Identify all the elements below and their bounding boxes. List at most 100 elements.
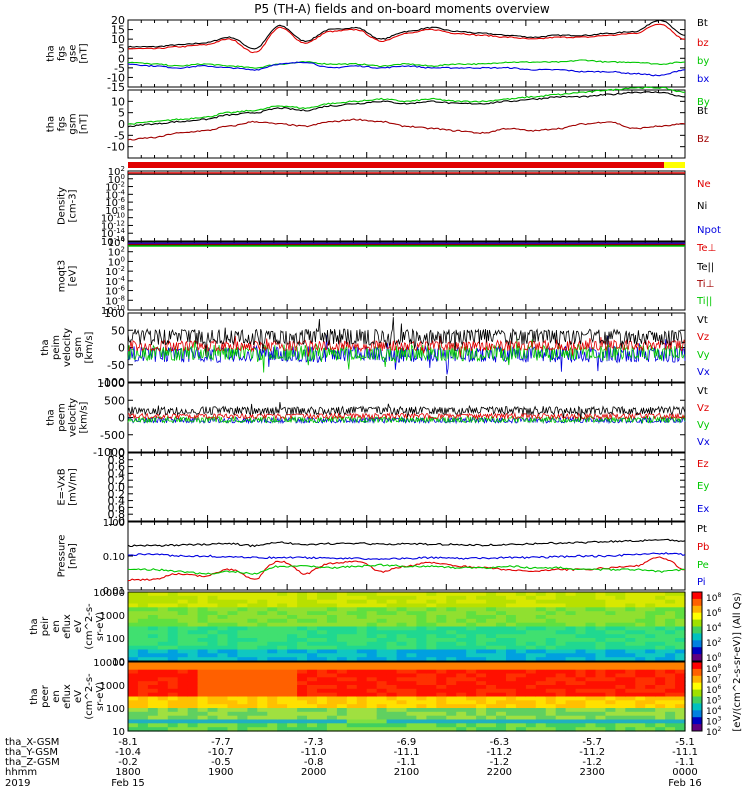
heatmap-cell [336, 615, 348, 620]
heatmap-cell [466, 638, 477, 643]
heatmap-cell [376, 708, 388, 713]
legend-bx: bx [697, 74, 709, 85]
colorbar-lower-segment [692, 675, 702, 684]
heatmap-cell [227, 615, 238, 620]
heatmap-cell [585, 603, 596, 608]
heatmap-cell [625, 685, 636, 690]
xaxis-value: -7.3 [304, 737, 324, 748]
panel-frame-fgs_gsm [127, 89, 686, 159]
heatmap-cell [436, 673, 447, 678]
heatmap-cell [565, 657, 577, 662]
heatmap-cell [675, 657, 686, 662]
heatmap-cell [545, 715, 557, 721]
heatmap-cell [326, 665, 338, 671]
heatmap-cell [675, 615, 686, 620]
heatmap-cell [486, 696, 497, 701]
heatmap-cell [147, 673, 159, 678]
heatmap-cell [655, 700, 666, 705]
heatmap-cell [525, 727, 537, 732]
heatmap-cell [605, 704, 616, 709]
y-tick-label: 50 [111, 324, 125, 337]
heatmap-cell [565, 700, 577, 705]
heatmap-cell [237, 719, 248, 724]
heatmap-cell [565, 677, 577, 682]
xaxis-value: -11.1 [394, 747, 420, 758]
heatmap-cell [426, 645, 437, 651]
heatmap-cell [227, 708, 238, 713]
heatmap-cell [277, 618, 288, 624]
heatmap-cell [287, 677, 298, 682]
heatmap-cell [446, 708, 457, 713]
heatmap-cell [297, 673, 308, 678]
heatmap-cell [386, 657, 398, 662]
heatmap-cell [525, 665, 537, 671]
heatmap-cell [157, 607, 169, 612]
heatmap-cell [277, 634, 288, 639]
heatmap-cell [625, 688, 636, 694]
xaxis-date-end: Feb 16 [668, 778, 702, 789]
heatmap-cell [277, 622, 288, 628]
heatmap-cell [267, 727, 278, 732]
heatmap-cell [535, 677, 547, 682]
heatmap-cell [555, 696, 567, 701]
heatmap-cell [506, 595, 517, 601]
heatmap-cell [595, 622, 606, 628]
heatmap-cell [177, 665, 189, 671]
heatmap-cell [645, 719, 656, 724]
heatmap-cell [376, 704, 388, 709]
y-axis-label: eflux [62, 684, 73, 709]
heatmap-cell [416, 723, 427, 728]
heatmap-cell [366, 685, 378, 690]
heatmap-cell [317, 649, 328, 654]
heatmap-cell [595, 662, 606, 667]
heatmap-cell [426, 662, 437, 667]
heatmap-cell [555, 692, 567, 698]
heatmap-cell [426, 657, 437, 662]
heatmap-cell [446, 645, 457, 651]
heatmap-cell [535, 708, 547, 713]
y-tick-label: -10 [107, 141, 125, 154]
heatmap-cell [177, 592, 189, 597]
heatmap-cell [386, 708, 398, 713]
heatmap-cell [595, 630, 606, 635]
heatmap-cell [476, 657, 487, 662]
heatmap-cell [396, 669, 408, 675]
heatmap-cell [635, 692, 646, 698]
heatmap-cell [645, 681, 656, 686]
heatmap-cell [466, 669, 477, 675]
heatmap-cell [128, 595, 139, 601]
heatmap-cell [277, 665, 288, 671]
heatmap-cell [128, 653, 139, 658]
heatmap-cell [237, 669, 248, 675]
heatmap-cell [416, 592, 427, 597]
heatmap-cell [336, 711, 348, 717]
heatmap-cell [496, 641, 507, 647]
heatmap-cell [525, 696, 537, 701]
legend-Vx: Vx [697, 437, 710, 448]
heatmap-cell [346, 685, 358, 690]
heatmap-cell [605, 607, 616, 612]
heatmap-cell [267, 700, 278, 705]
heatmap-cell [396, 723, 408, 728]
heatmap-cell [605, 626, 616, 631]
heatmap-cell [665, 592, 676, 597]
heatmap-cell [525, 692, 537, 698]
heatmap-cell [645, 592, 656, 597]
xaxis-year: 2019 [5, 778, 30, 789]
y-tick-label: 100 [108, 173, 125, 186]
heatmap-cell [177, 634, 189, 639]
heatmap-cell [535, 649, 547, 654]
heatmap-cell [625, 630, 636, 635]
heatmap-cell [406, 696, 417, 701]
heatmap-cell [177, 622, 189, 628]
heatmap-cell [535, 692, 547, 698]
heatmap-cell [436, 669, 447, 675]
heatmap-cell [277, 692, 288, 698]
heatmap-cell [575, 649, 587, 654]
heatmap-cell [128, 592, 139, 597]
y-tick-label: 0.2 [108, 488, 126, 501]
heatmap-cell [356, 708, 368, 713]
heatmap-cell [197, 692, 209, 698]
heatmap-cell [376, 727, 388, 732]
heatmap-cell [545, 626, 557, 631]
